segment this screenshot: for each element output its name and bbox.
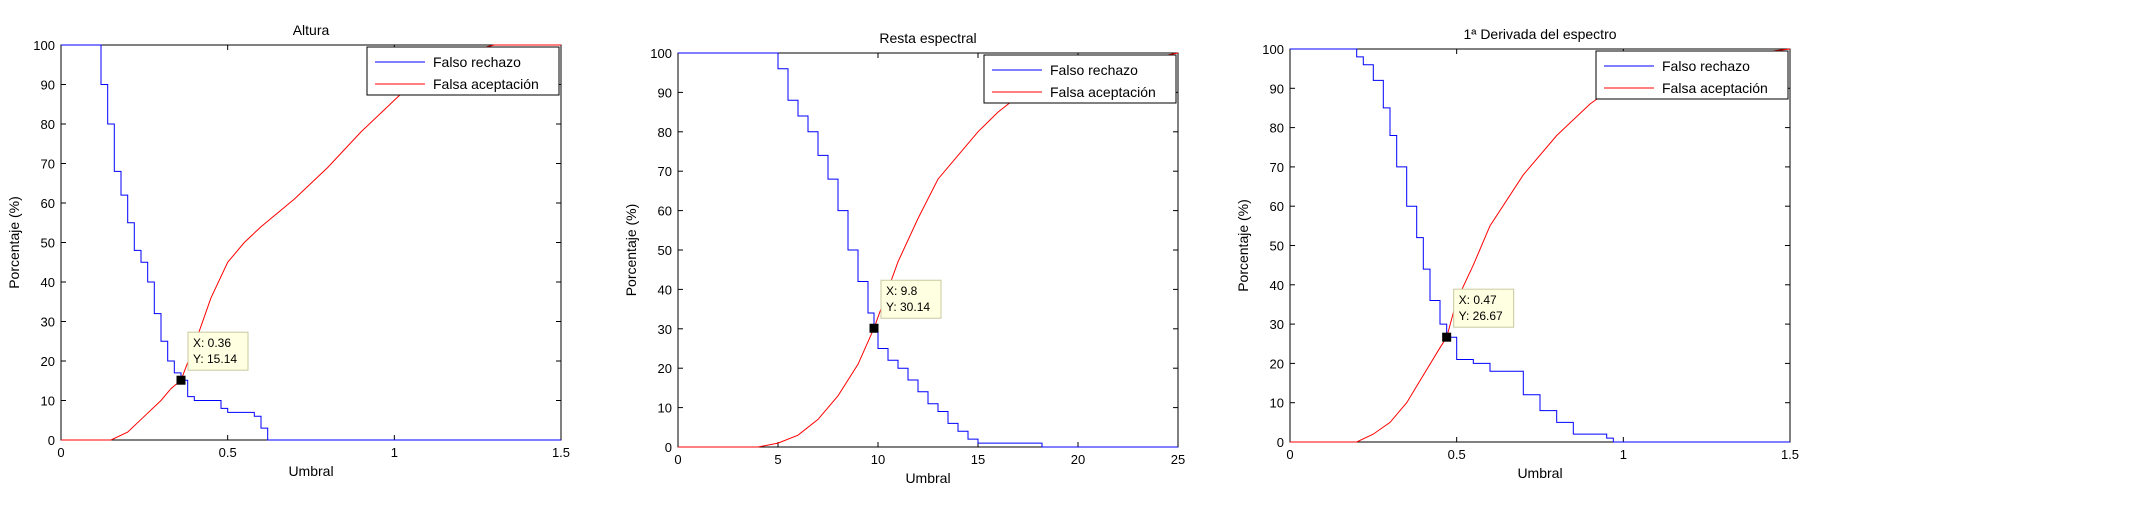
y-tick-label: 20: [658, 361, 672, 376]
y-tick-label: 90: [658, 85, 672, 100]
chart-title: 1ª Derivada del espectro: [1463, 26, 1616, 42]
y-tick-label: 0: [48, 433, 55, 448]
datatip-marker: [1442, 332, 1452, 342]
series-line-falso-rechazo: [61, 44, 561, 441]
datatip-box: [1453, 288, 1515, 328]
datatip-box: [187, 331, 249, 371]
y-tick-label: 70: [658, 164, 672, 179]
x-tick-label: 0: [57, 445, 64, 460]
y-axis-label: Porcentaje (%): [623, 204, 639, 297]
plot-area: [677, 52, 1179, 448]
y-tick-label: 60: [1270, 199, 1284, 214]
legend-label: Falso rechazo: [1662, 58, 1750, 74]
y-tick-label: 40: [658, 282, 672, 297]
x-tick-label: 10: [871, 452, 885, 467]
legend-box: [983, 54, 1177, 104]
y-tick-label: 10: [41, 394, 55, 409]
y-tick-label: 60: [658, 204, 672, 219]
x-tick-label: 15: [971, 452, 985, 467]
y-tick-label: 10: [1270, 396, 1284, 411]
y-tick-label: 90: [1270, 81, 1284, 96]
y-tick-label: 20: [41, 354, 55, 369]
y-tick-label: 60: [41, 196, 55, 211]
x-axis-label: Umbral: [288, 463, 333, 479]
x-tick-label: 1: [1620, 447, 1627, 462]
datatip-marker: [176, 375, 186, 385]
y-tick-label: 0: [665, 440, 672, 455]
y-tick-label: 90: [41, 78, 55, 93]
datatip-y: Y: 15.14: [193, 352, 237, 366]
chart-title: Resta espectral: [879, 30, 976, 46]
legend-label: Falso rechazo: [1050, 62, 1138, 78]
datatip-marker: [869, 323, 879, 333]
y-tick-label: 30: [1270, 317, 1284, 332]
y-tick-label: 80: [1270, 121, 1284, 136]
y-tick-label: 0: [1277, 435, 1284, 450]
x-tick-label: 0: [674, 452, 681, 467]
y-tick-label: 80: [41, 117, 55, 132]
y-tick-label: 70: [1270, 160, 1284, 175]
y-tick-label: 70: [41, 157, 55, 172]
x-tick-label: 0.5: [1448, 447, 1466, 462]
y-axis-label: Porcentaje (%): [6, 196, 22, 289]
y-tick-label: 100: [1262, 42, 1284, 57]
datatip-y: Y: 26.67: [1459, 309, 1503, 323]
legend-label: Falsa aceptación: [433, 76, 539, 92]
y-tick-label: 100: [650, 46, 672, 61]
y-tick-label: 50: [658, 243, 672, 258]
x-tick-label: 5: [774, 452, 781, 467]
x-tick-label: 0.5: [219, 445, 237, 460]
y-tick-label: 40: [41, 275, 55, 290]
legend-label: Falsa aceptación: [1662, 80, 1768, 96]
chart-3: 0 0.5 1 1.5 0 10 20 30 40 50 60 70 80 90 100 1ª Derivad…: [1235, 26, 1799, 481]
x-tick-label: 25: [1171, 452, 1185, 467]
legend-label: Falso rechazo: [433, 54, 521, 70]
x-axis-label: Umbral: [905, 470, 950, 486]
plot-area: [1289, 48, 1791, 443]
legend-box: [1595, 50, 1789, 100]
x-tick-label: 1.5: [1781, 447, 1799, 462]
plot-area: [60, 44, 562, 441]
x-tick-label: 1: [391, 445, 398, 460]
series-line-falso-rechazo: [1290, 48, 1790, 443]
chart-title: Altura: [293, 22, 330, 38]
datatip-y: Y: 30.14: [886, 300, 930, 314]
x-tick-label: 1.5: [552, 445, 570, 460]
y-tick-label: 30: [41, 315, 55, 330]
datatip-x: X: 9.8: [886, 284, 918, 298]
y-tick-label: 50: [1270, 239, 1284, 254]
y-tick-label: 10: [658, 401, 672, 416]
y-tick-label: 50: [41, 236, 55, 251]
x-tick-label: 0: [1286, 447, 1293, 462]
legend-box: [366, 46, 560, 96]
y-tick-label: 80: [658, 125, 672, 140]
y-tick-label: 40: [1270, 278, 1284, 293]
y-tick-label: 100: [33, 38, 55, 53]
x-tick-label: 20: [1071, 452, 1085, 467]
y-axis-label: Porcentaje (%): [1235, 199, 1251, 292]
y-tick-label: 20: [1270, 356, 1284, 371]
datatip-x: X: 0.36: [193, 336, 231, 350]
chart-1: 0 0.5 1 1.5 0 10 20 30 40 50 60 70 80 90 100 Altura Umbr…: [6, 22, 570, 479]
x-axis-label: Umbral: [1517, 465, 1562, 481]
legend-label: Falsa aceptación: [1050, 84, 1156, 100]
chart-2: 0 5 10 15 20 25 0 10 20 30 40 50 60 70 80 90 100 Resta es…: [623, 30, 1185, 486]
y-tick-label: 30: [658, 322, 672, 337]
datatip-box: [880, 279, 942, 319]
datatip-x: X: 0.47: [1459, 293, 1497, 307]
